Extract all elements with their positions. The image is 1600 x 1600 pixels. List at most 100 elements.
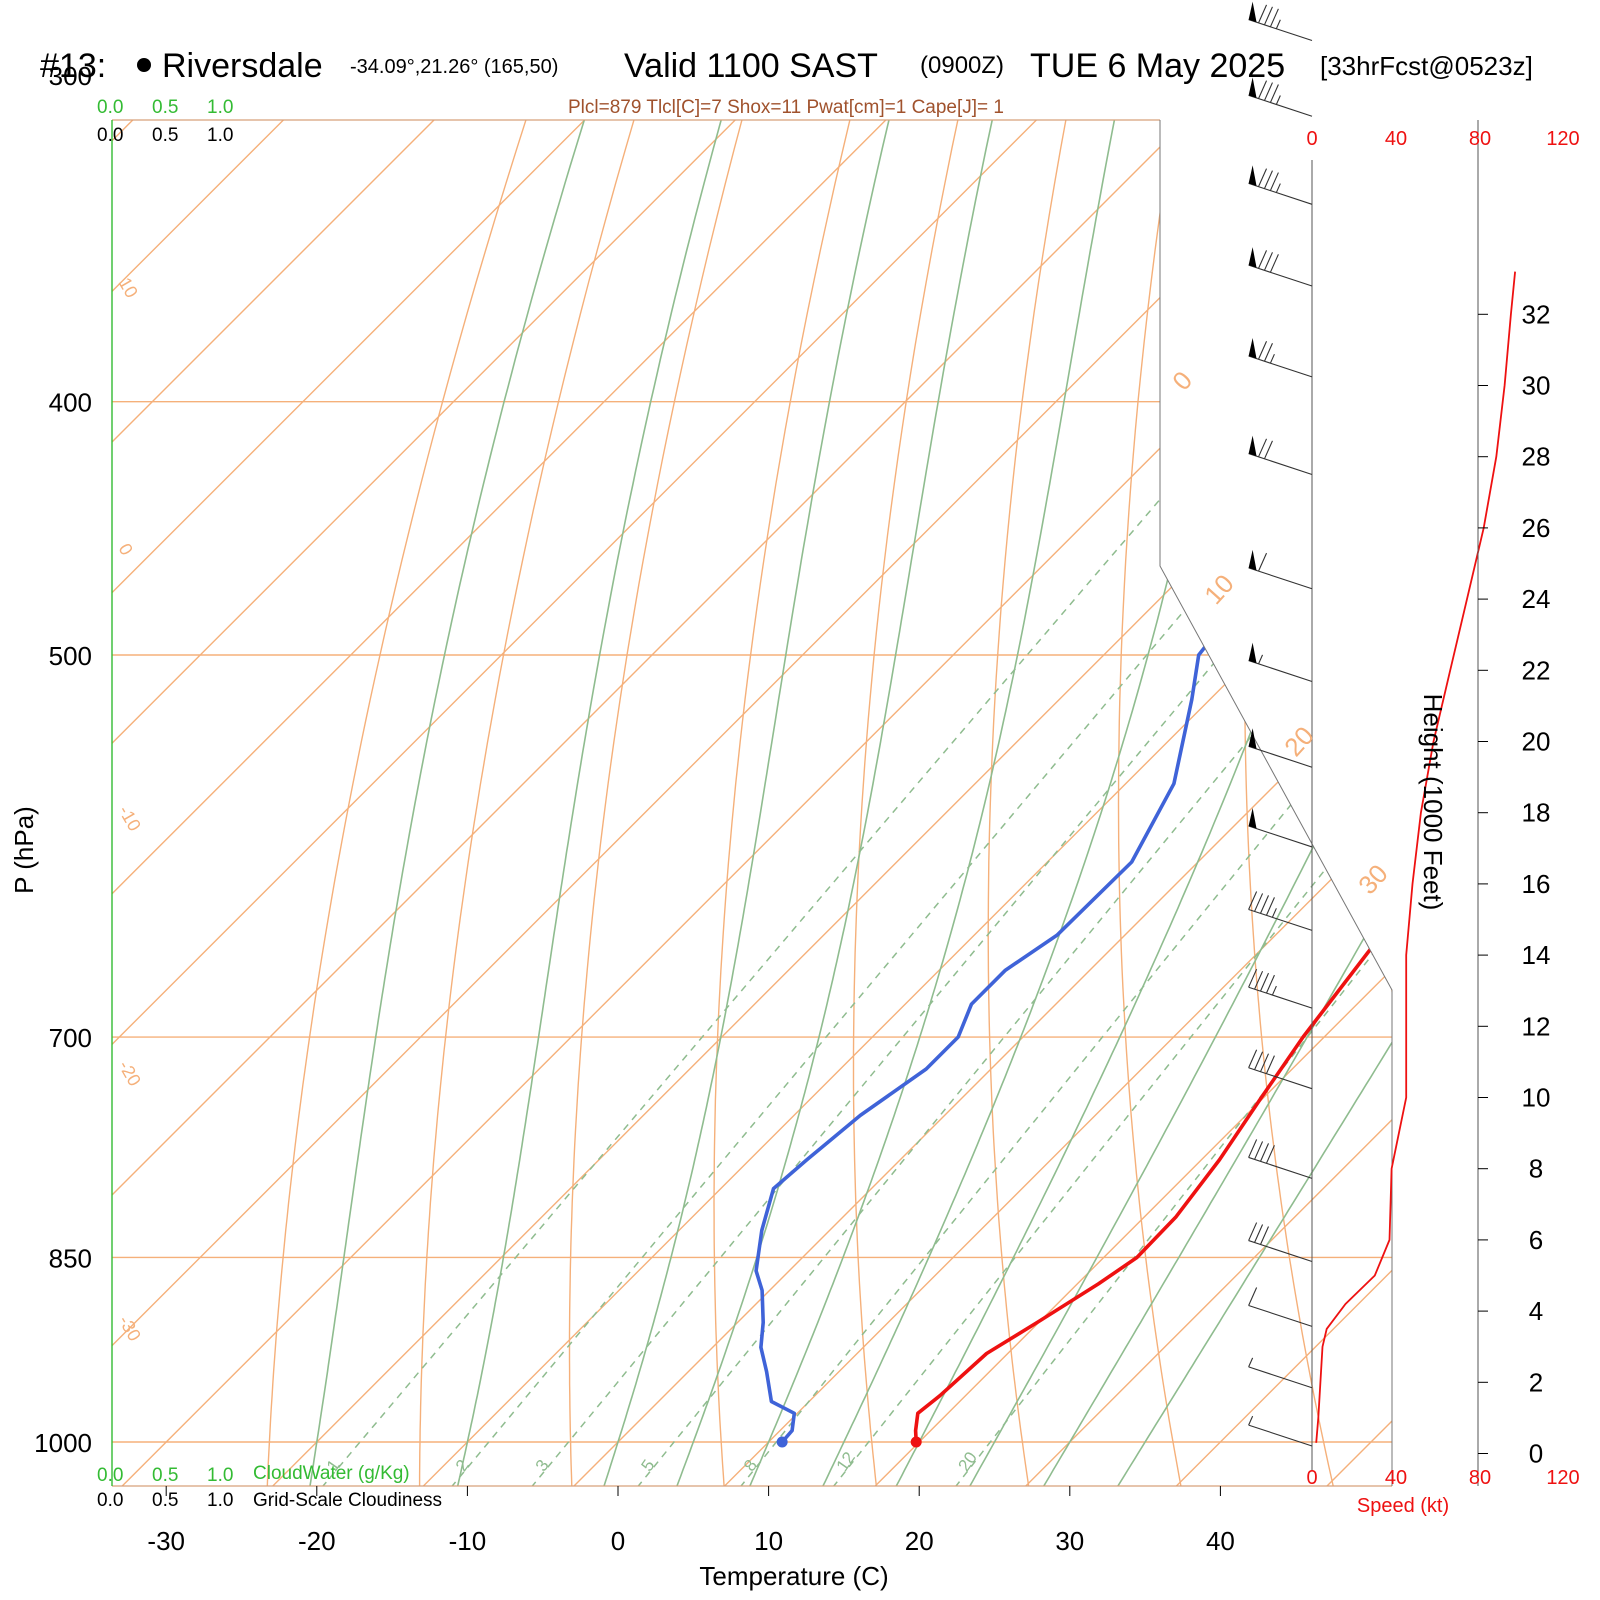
cloudiness-tick: 0.5 bbox=[152, 125, 178, 146]
zulu-time: (0900Z) bbox=[920, 52, 1004, 79]
dewpoint-profile-surface-marker bbox=[776, 1436, 788, 1448]
barb-half-feather bbox=[1258, 654, 1264, 665]
mixing-ratio-line bbox=[824, 401, 1392, 1486]
isotherm-line bbox=[712, 120, 1392, 1486]
barb-shaft bbox=[1248, 1424, 1313, 1447]
cloudwater-tick: 0.5 bbox=[152, 1465, 178, 1486]
height-tick-label: 32 bbox=[1522, 299, 1551, 329]
dry-adiabat-line bbox=[852, 120, 1031, 1486]
wind-barb bbox=[1248, 1357, 1313, 1389]
cloudwater-scale-bottom: 0.0 0.5 1.0 CloudWater (g/Kg) 0.0 0.5 1.… bbox=[97, 1463, 442, 1511]
mixing-ratio-line bbox=[522, 401, 1392, 1486]
barb-full-feather bbox=[1258, 4, 1268, 24]
height-tick-label: 26 bbox=[1522, 513, 1551, 543]
station-name: Riversdale bbox=[162, 47, 323, 85]
isotherm-line bbox=[112, 120, 884, 1486]
sounding-profiles bbox=[754, 120, 1392, 1448]
moist-adiabat-line bbox=[307, 120, 686, 1486]
barb-flag bbox=[1248, 77, 1257, 98]
height-tick-label: 14 bbox=[1522, 940, 1551, 970]
barb-half-feather bbox=[1275, 183, 1281, 193]
isotherm-line bbox=[112, 120, 1392, 1486]
barb-flag bbox=[1248, 642, 1257, 664]
barb-flag bbox=[1248, 808, 1257, 829]
barb-full-feather bbox=[1263, 6, 1273, 26]
height-tick-label: 24 bbox=[1522, 584, 1551, 614]
valid-date: TUE 6 May 2025 bbox=[1030, 47, 1285, 85]
barb-shaft bbox=[1248, 264, 1313, 287]
isotherm-line bbox=[112, 120, 1336, 1486]
barb-shaft bbox=[1248, 19, 1313, 42]
height-tick-label: 2 bbox=[1529, 1367, 1543, 1397]
barb-full-feather bbox=[1248, 1222, 1258, 1241]
x-tick-label: 0 bbox=[611, 1526, 625, 1556]
barb-full-feather bbox=[1254, 893, 1264, 912]
barb-full-feather bbox=[1248, 968, 1258, 988]
barb-full-feather bbox=[1260, 1226, 1270, 1245]
isotherm-label: 10 bbox=[1198, 568, 1240, 610]
barb-full-feather bbox=[1269, 172, 1279, 191]
barb-full-feather bbox=[1258, 80, 1268, 99]
barb-full-feather bbox=[1248, 891, 1258, 910]
x-tick-label: 10 bbox=[754, 1526, 783, 1556]
barb-shaft bbox=[1248, 986, 1313, 1009]
background-grid: 1 2 3 5 8 12 20 bbox=[112, 120, 1392, 1486]
barb-full-feather bbox=[1263, 252, 1273, 271]
barb-full-feather bbox=[1260, 1143, 1270, 1162]
moist-adiabat-line bbox=[1036, 120, 1392, 1486]
wind-barb bbox=[1248, 808, 1313, 848]
isotherm-label-left: 10 bbox=[115, 274, 142, 301]
barb-full-feather bbox=[1269, 84, 1279, 103]
dry-adiabat-line bbox=[713, 120, 931, 1486]
sounding-indices: Plcl=879 Tlcl[C]=7 Shox=11 Pwat[cm]=1 Ca… bbox=[568, 97, 1004, 118]
barb-half-feather bbox=[1271, 908, 1277, 918]
barb-full-feather bbox=[1265, 974, 1275, 994]
wind-barb bbox=[1248, 1222, 1313, 1262]
cloudwater-tick: 0.0 bbox=[97, 1465, 123, 1486]
temperature-profile bbox=[913, 120, 1392, 1444]
barb-full-feather bbox=[1258, 250, 1268, 269]
cloudiness-label: Grid-Scale Cloudiness bbox=[253, 1490, 442, 1511]
speed-scale-top: 0 40 80 120 bbox=[1306, 128, 1579, 150]
barb-flag bbox=[1248, 728, 1257, 749]
barb-flag bbox=[1248, 165, 1257, 187]
barb-full-feather bbox=[1258, 552, 1268, 572]
wind-speed-profile bbox=[1315, 271, 1516, 1443]
isotherm-line bbox=[1013, 120, 1392, 1486]
barb-shaft bbox=[1248, 745, 1313, 768]
barb-full-feather bbox=[1260, 972, 1270, 992]
barb-full-feather bbox=[1258, 168, 1268, 187]
height-tick-label: 18 bbox=[1522, 798, 1551, 828]
height-tick-label: 4 bbox=[1529, 1296, 1543, 1326]
mixing-ratio-label: 12 bbox=[833, 1448, 859, 1474]
pressure-tick-label: 400 bbox=[49, 388, 92, 418]
dry-adiabat-line bbox=[568, 120, 831, 1486]
barb-shaft bbox=[1248, 825, 1313, 848]
speed-tick: 40 bbox=[1385, 1467, 1407, 1489]
height-tick-label: 16 bbox=[1522, 869, 1551, 899]
pressure-tick-label: 500 bbox=[49, 641, 92, 671]
height-tick-label: 30 bbox=[1522, 371, 1551, 401]
isotherm-line bbox=[863, 120, 1392, 1486]
cloudwater-tick: 1.0 bbox=[207, 1465, 233, 1486]
wind-barb bbox=[1248, 549, 1313, 590]
barb-flag bbox=[1248, 247, 1257, 268]
isotherm-line bbox=[1315, 120, 1392, 1486]
station-coords: -34.09°,21.26° (165,50) bbox=[350, 56, 558, 78]
barb-full-feather bbox=[1269, 254, 1279, 273]
speed-tick: 120 bbox=[1546, 128, 1579, 150]
moist-adiabat-line bbox=[671, 120, 1065, 1486]
wind-barb bbox=[1248, 728, 1313, 768]
wind-barb bbox=[1248, 165, 1313, 205]
mixing-ratio-label: 20 bbox=[955, 1448, 981, 1474]
height-tick-label: 22 bbox=[1522, 655, 1551, 685]
barb-full-feather bbox=[1263, 82, 1273, 101]
isotherm-label-left: 0 bbox=[115, 540, 137, 559]
height-tick-label: 28 bbox=[1522, 442, 1551, 472]
pressure-tick-label: 700 bbox=[49, 1023, 92, 1053]
isotherm-label: 0 bbox=[1166, 365, 1198, 396]
barb-full-feather bbox=[1258, 438, 1268, 458]
axes: 0102030100-10-20-30-30-20-10010203040250… bbox=[34, 61, 1551, 1556]
wind-barb bbox=[1248, 1415, 1313, 1447]
